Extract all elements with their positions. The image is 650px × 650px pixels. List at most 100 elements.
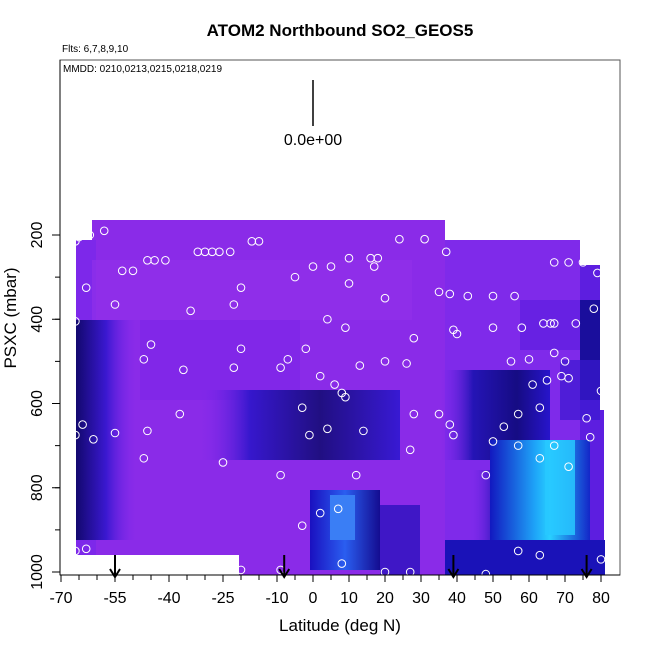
- observation-point: [143, 426, 152, 436]
- observation-point: [63, 243, 73, 252]
- observation-point: [513, 409, 523, 419]
- observation-point: [506, 357, 516, 366]
- observation-point: [463, 291, 473, 301]
- observation-point: [488, 437, 498, 446]
- observation-point: [326, 262, 336, 271]
- observation-point: [546, 319, 555, 328]
- observation-point: [128, 266, 138, 276]
- observation-point: [139, 354, 149, 364]
- observation-point: [445, 420, 455, 429]
- observation-point: [110, 428, 120, 438]
- y-tick-label: 200: [29, 222, 46, 249]
- observation-markers: [63, 226, 606, 575]
- observation-point: [582, 413, 591, 423]
- observation-point: [513, 441, 523, 450]
- flights-note: Flts: 6,7,8,9,10: [62, 44, 129, 55]
- x-tick-label: 40: [448, 590, 466, 607]
- observation-point: [409, 333, 419, 343]
- x-tick-label: 10: [340, 590, 358, 607]
- observation-point: [290, 272, 300, 282]
- observation-point: [596, 386, 606, 396]
- observation-point: [71, 317, 80, 326]
- x-tick-label: -40: [157, 590, 180, 607]
- observation-point: [355, 361, 365, 370]
- observation-point: [549, 348, 559, 358]
- observation-point: [236, 283, 246, 292]
- observation-point: [481, 569, 491, 575]
- observation-point: [510, 291, 519, 301]
- observation-point: [323, 424, 332, 434]
- observation-point: [549, 258, 559, 267]
- observation-point: [236, 344, 246, 354]
- observation-point: [564, 258, 573, 267]
- observation-point: [524, 354, 534, 364]
- observation-point: [535, 403, 545, 413]
- observation-point: [344, 253, 354, 263]
- observation-point: [528, 380, 537, 389]
- observation-point: [305, 430, 314, 440]
- observation-point: [78, 420, 87, 429]
- heatmap-field: [76, 220, 620, 575]
- observation-point: [315, 371, 325, 381]
- x-tick-label: 80: [592, 590, 610, 607]
- y-tick-label: 1000: [29, 554, 46, 590]
- surface-arrows: [109, 555, 593, 579]
- observation-point: [308, 262, 318, 271]
- observation-point: [297, 521, 307, 530]
- observation-point: [341, 323, 350, 332]
- observation-point: [434, 287, 444, 297]
- observation-point: [585, 432, 595, 442]
- x-axis-label: Latitude (deg N): [279, 616, 401, 635]
- y-tick-label: 800: [29, 474, 46, 501]
- observation-point: [359, 426, 368, 436]
- observation-point: [161, 255, 170, 265]
- observation-point: [499, 422, 509, 431]
- y-axis: 200 400 600 800 1000: [29, 60, 61, 590]
- observation-point: [186, 306, 195, 316]
- observation-point: [571, 319, 581, 328]
- observation-point: [380, 293, 390, 303]
- x-tick-label: 50: [484, 590, 502, 607]
- observation-point: [236, 565, 246, 575]
- observation-point: [593, 268, 602, 278]
- observation-point: [341, 392, 350, 402]
- observation-point: [150, 255, 159, 265]
- observation-point: [517, 323, 527, 332]
- observation-point: [564, 462, 573, 471]
- y-tick-label: 600: [29, 390, 46, 417]
- observation-point: [564, 373, 573, 383]
- observation-point: [71, 430, 80, 440]
- observation-point: [405, 567, 415, 575]
- observation-point: [301, 344, 311, 354]
- observation-point: [276, 470, 285, 480]
- observation-point: [589, 304, 599, 314]
- observation-point: [441, 247, 451, 257]
- x-tick-label: -55: [103, 590, 126, 607]
- observation-point: [351, 470, 361, 480]
- chart-title: ATOM2 Northbound SO2_GEOS5: [207, 21, 474, 40]
- observation-point: [117, 266, 127, 276]
- observation-point: [420, 234, 429, 244]
- observation-point: [81, 544, 91, 554]
- observation-point: [215, 247, 224, 257]
- x-axis: -70 -55 -40 -25 -10 0 10 20 30 40 50 60 70 80: [49, 574, 620, 607]
- observation-point: [99, 226, 109, 236]
- observation-point: [71, 546, 80, 556]
- x-tick-label: 0: [309, 590, 318, 607]
- arrow-head: [580, 568, 593, 579]
- observation-point: [323, 314, 332, 324]
- observation-point: [434, 409, 444, 419]
- observation-point: [89, 435, 98, 444]
- observation-point: [179, 365, 188, 375]
- observation-point: [405, 445, 415, 455]
- observation-point: [81, 283, 91, 292]
- legend-label: 0.0e+00: [284, 132, 342, 149]
- observation-point: [542, 376, 552, 385]
- observation-point: [175, 409, 185, 419]
- observation-point: [549, 319, 559, 328]
- observation-point: [110, 300, 120, 309]
- x-tick-label: 30: [412, 590, 430, 607]
- dates-note: MMDD: 0210,0213,0215,0218,0219: [63, 64, 222, 75]
- observation-point: [330, 380, 339, 389]
